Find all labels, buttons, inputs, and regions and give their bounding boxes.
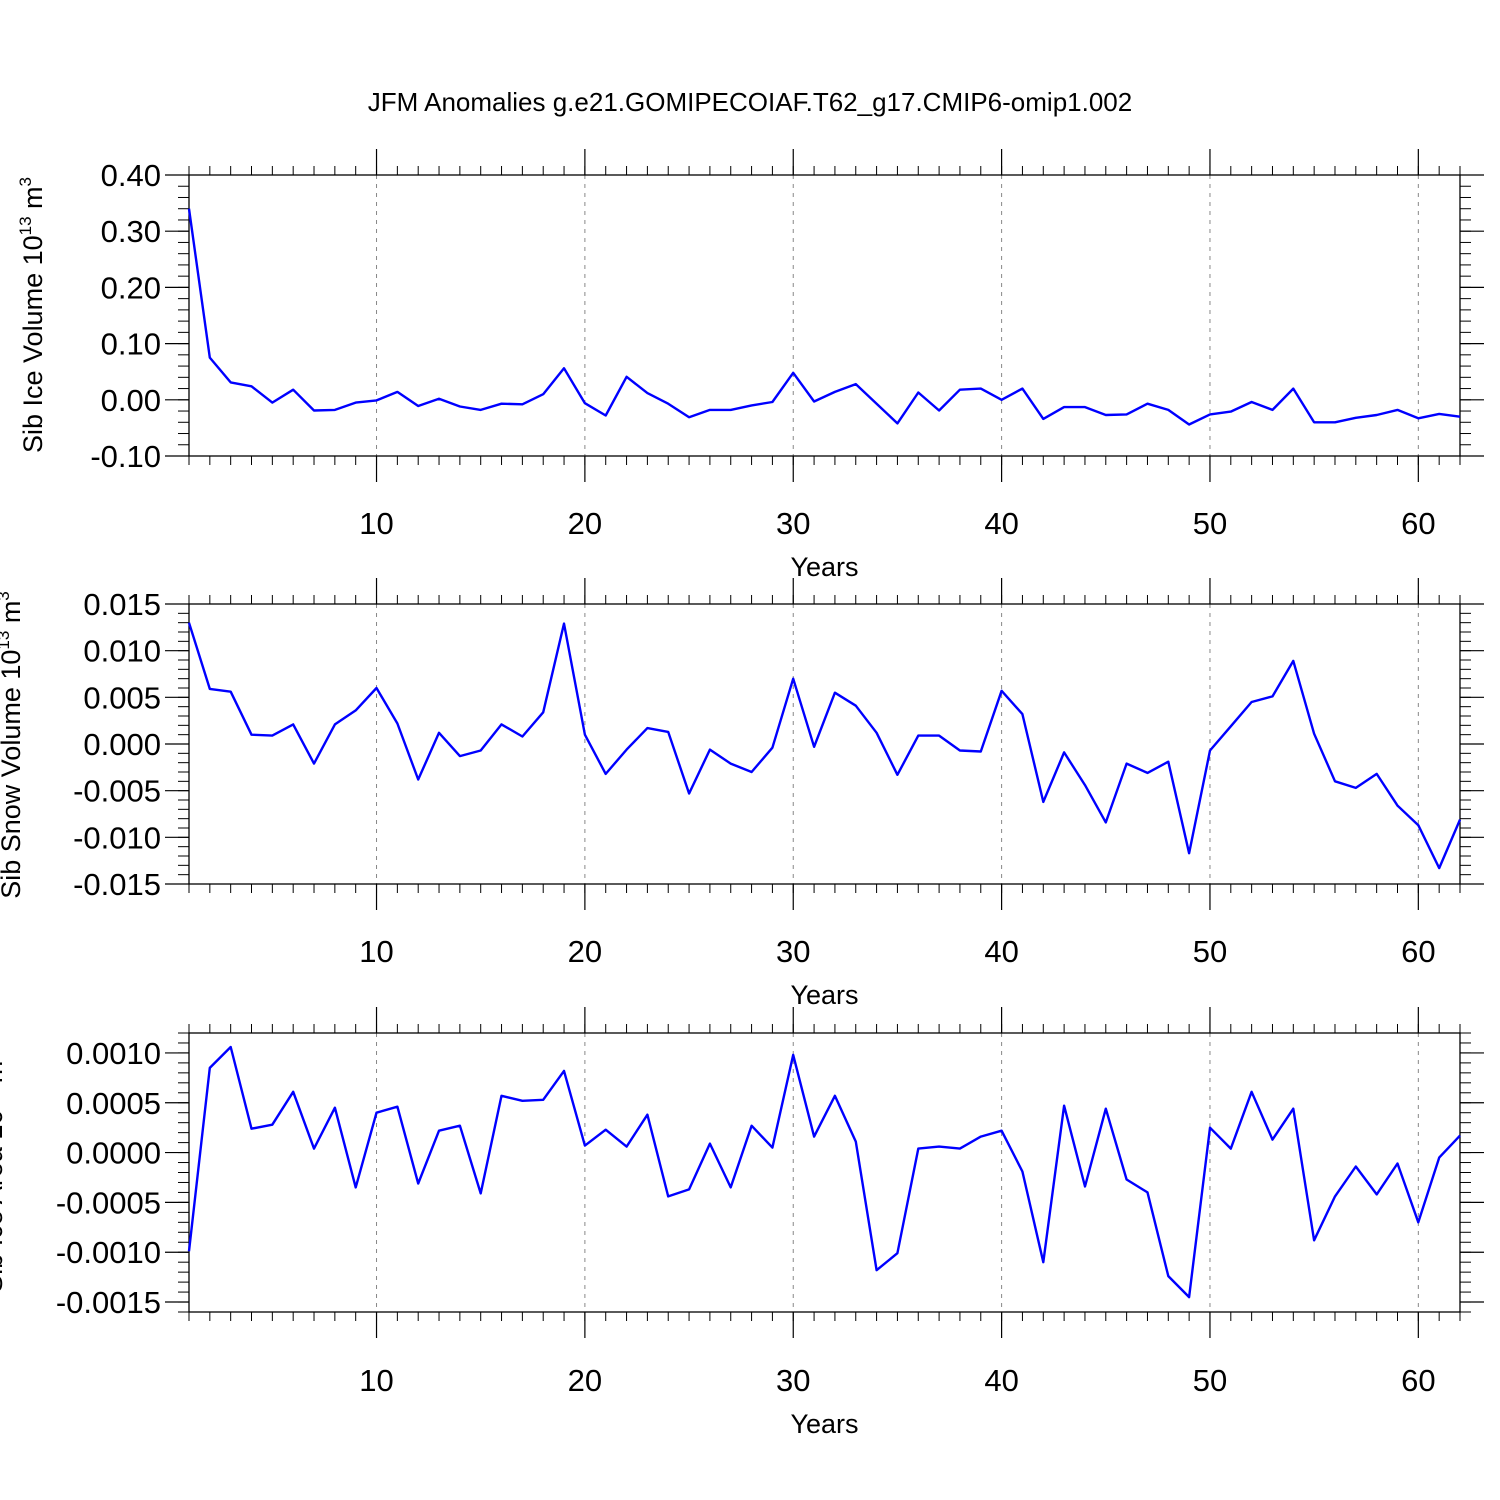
x-axis-label: Years [790, 552, 858, 582]
chart-title: JFM Anomalies g.e21.GOMIPECOIAF.T62_g17.… [368, 87, 1132, 117]
y-tick-label: -0.010 [73, 820, 161, 855]
x-tick-label: 10 [359, 506, 393, 541]
y-axis-label-text: m [18, 186, 48, 216]
x-tick-label: 40 [984, 1363, 1018, 1398]
y-tick-label: 0.010 [83, 634, 161, 669]
series-line-1 [187, 1045, 1461, 1299]
y-tick-label: 0.40 [101, 158, 161, 193]
x-tick-label: 10 [359, 1363, 393, 1398]
y-axis-label-superscript: 13 [0, 631, 13, 650]
x-tick-label: 20 [568, 1363, 602, 1398]
y-tick-label: 0.00 [101, 383, 161, 418]
x-tick-label: 50 [1193, 1363, 1227, 1398]
panel-2: 10 20 30 40 50 60 -0.015 -0.010 -0.005 0.000 0.005… [0, 578, 1484, 1010]
y-axis-label-superscript: 3 [0, 591, 13, 600]
y-axis-label: Sib Ice Area 1013 m2 [0, 1051, 8, 1293]
x-tick-label: 40 [984, 506, 1018, 541]
y-axis-label-superscript: 13 [16, 216, 35, 235]
y-tick-label: -0.0005 [56, 1185, 161, 1220]
plot-frame [188, 174, 1461, 457]
y-axis-label-text: Sib Ice Volume 10 [18, 235, 48, 453]
y-tick-label: -0.10 [90, 439, 161, 474]
x-tick-label: 60 [1401, 1363, 1435, 1398]
x-axis-label: Years [790, 980, 858, 1010]
x-tick-label: 30 [776, 1363, 810, 1398]
x-axis-label: Years [790, 1409, 858, 1439]
y-axis-label-superscript: 3 [16, 177, 35, 186]
y-tick-label: -0.0015 [56, 1285, 161, 1320]
y-tick-label: 0.10 [101, 327, 161, 362]
series-line-1 [187, 208, 1461, 426]
y-tick-label: 0.005 [83, 680, 161, 715]
y-tick-label: -0.015 [73, 867, 161, 902]
x-tick-label: 30 [776, 934, 810, 969]
y-tick-label: 0.30 [101, 214, 161, 249]
series-line-1 [187, 622, 1462, 870]
x-tick-label: 50 [1193, 506, 1227, 541]
x-tick-label: 10 [359, 934, 393, 969]
x-tick-label: 60 [1401, 934, 1435, 969]
x-tick-label: 60 [1401, 506, 1435, 541]
x-tick-label: 50 [1193, 934, 1227, 969]
x-tick-label: 20 [568, 506, 602, 541]
y-tick-label: 0.0010 [66, 1036, 161, 1071]
panel-3: 10 20 30 40 50 60 -0.0015 -0.0010 -0.0005 0.0000 0… [0, 1007, 1484, 1439]
y-tick-label: 0.0000 [66, 1136, 161, 1171]
x-tick-label: 20 [568, 934, 602, 969]
plot-frame [188, 1032, 1461, 1313]
x-tick-label: 40 [984, 934, 1018, 969]
y-axis-label: Sib Ice Volume 1013 m3 [16, 177, 48, 453]
y-tick-label: 0.000 [83, 727, 161, 762]
panel-1: 10 20 30 40 50 60 -0.10 0.00 0.10 0.20 0.30 0.40 Yea… [16, 149, 1484, 582]
y-axis-label-text: m [0, 1061, 8, 1091]
y-axis-label-text: Sib Snow Volume 10 [0, 650, 26, 899]
y-tick-label: -0.0010 [56, 1235, 161, 1270]
y-tick-label: 0.0005 [66, 1086, 161, 1121]
y-axis-label-text: Sib Ice Area 10 [0, 1110, 8, 1293]
x-tick-label: 30 [776, 506, 810, 541]
y-axis-label: Sib Snow Volume 1013 m3 [0, 591, 26, 899]
y-tick-label: 0.015 [83, 587, 161, 622]
panels-group: 10 20 30 40 50 60 -0.10 0.00 0.10 0.20 0.30 0.40 Yea… [0, 149, 1484, 1439]
y-tick-label: 0.20 [101, 270, 161, 305]
plot-frame [188, 603, 1461, 885]
y-axis-label-text: m [0, 601, 26, 631]
y-tick-label: -0.005 [73, 774, 161, 809]
